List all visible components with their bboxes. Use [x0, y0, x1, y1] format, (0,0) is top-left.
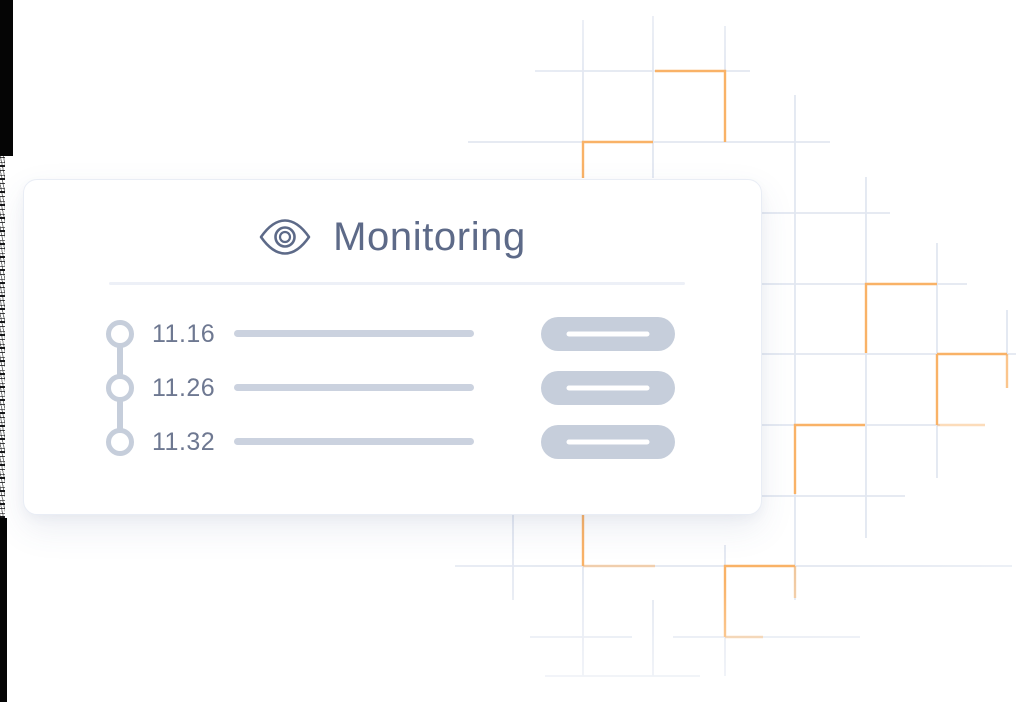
orange-step-segment [864, 282, 937, 353]
timeline-node-icon [106, 320, 134, 348]
card-header: Monitoring [24, 213, 761, 261]
pill-label-placeholder [566, 385, 650, 391]
orange-step-segment [793, 423, 865, 494]
header-divider [109, 282, 685, 285]
timestamp-label: 11.32 [152, 428, 216, 456]
action-pill-button[interactable] [541, 317, 675, 351]
timestamp-label: 11.26 [152, 374, 216, 402]
orange-step-segment [723, 564, 795, 637]
timestamp-label: 11.16 [152, 320, 216, 348]
screen-edge-artifact-noise [0, 156, 5, 518]
eye-icon [259, 219, 311, 255]
action-pill-button[interactable] [541, 371, 675, 405]
pill-label-placeholder [566, 331, 650, 337]
timeline-node-icon [106, 428, 134, 456]
orange-step-segment [581, 140, 653, 178]
monitoring-card: Monitoring 11.16 11.26 11.32 [23, 179, 762, 515]
event-line [234, 330, 474, 337]
screen-edge-artifact-bottom [0, 518, 7, 702]
action-pill-button[interactable] [541, 425, 675, 459]
event-line [234, 438, 474, 445]
event-line [234, 384, 474, 391]
orange-step-segment [655, 69, 727, 142]
screen-edge-artifact-top [0, 0, 13, 156]
timeline-node-icon [106, 374, 134, 402]
pill-label-placeholder [566, 439, 650, 445]
card-title: Monitoring [333, 215, 526, 259]
